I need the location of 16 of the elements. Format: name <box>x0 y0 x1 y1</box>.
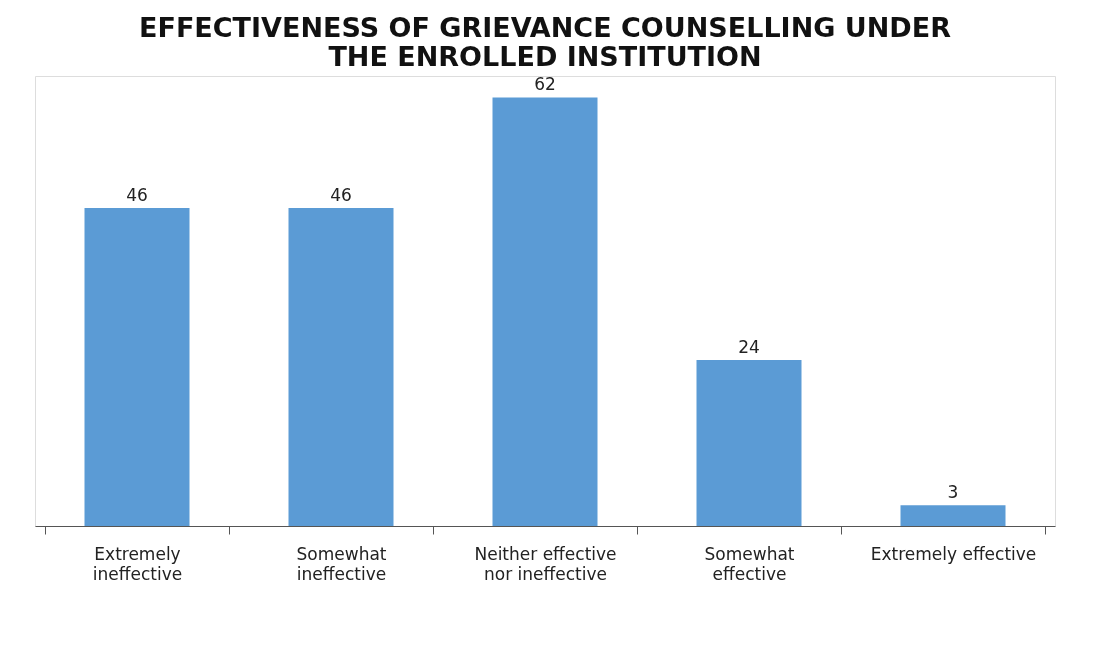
x-tick-label: Neither effective nor ineffective <box>474 543 617 584</box>
bar <box>84 208 190 526</box>
bar <box>696 360 802 526</box>
bar <box>492 97 598 526</box>
data-label: 62 <box>534 74 556 95</box>
data-label: 46 <box>126 185 148 206</box>
x-tick-label: Somewhat effective <box>704 543 795 584</box>
x-tick-label: Somewhat ineffective <box>296 543 387 584</box>
data-label: 24 <box>738 337 760 358</box>
x-tick-label: Extremely effective <box>870 543 1037 564</box>
bar <box>288 208 394 526</box>
data-label: 46 <box>330 185 352 206</box>
bar <box>900 505 1006 526</box>
x-tick-label: Extremely ineffective <box>92 543 183 584</box>
chart-title: EFFECTIVENESS OF GRIEVANCE COUNSELLING UNDER THE ENROLLED INSTITUTION <box>139 12 952 72</box>
data-label: 3 <box>947 482 959 503</box>
